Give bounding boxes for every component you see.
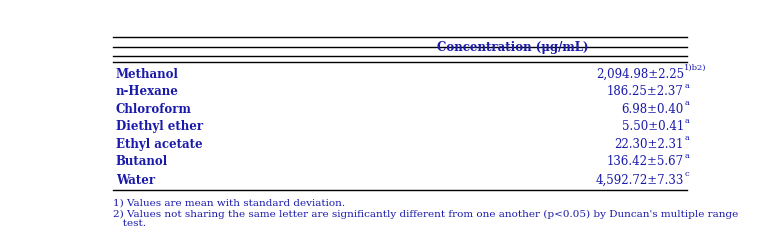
- Text: Diethyl ether: Diethyl ether: [115, 120, 203, 133]
- Text: 136.42±5.67: 136.42±5.67: [607, 155, 684, 168]
- Text: Butanol: Butanol: [115, 155, 168, 168]
- Text: 4,592.72±7.33: 4,592.72±7.33: [595, 173, 684, 186]
- Text: Concentration (μg/mL): Concentration (μg/mL): [438, 41, 589, 54]
- Text: c: c: [685, 170, 689, 177]
- Text: 2) Values not sharing the same letter are significantly different from one anoth: 2) Values not sharing the same letter ar…: [112, 209, 738, 218]
- Text: 2,094.98±2.25: 2,094.98±2.25: [596, 68, 684, 80]
- Text: 1)b2): 1)b2): [685, 64, 707, 72]
- Text: 22.30±2.31: 22.30±2.31: [615, 137, 684, 150]
- Text: a: a: [685, 116, 690, 124]
- Text: a: a: [685, 151, 690, 159]
- Text: 5.50±0.41: 5.50±0.41: [622, 120, 684, 133]
- Text: n-Hexane: n-Hexane: [115, 85, 179, 98]
- Text: Chloroform: Chloroform: [115, 102, 192, 115]
- Text: Water: Water: [115, 173, 154, 186]
- Text: 186.25±2.37: 186.25±2.37: [607, 85, 684, 98]
- Text: Methanol: Methanol: [115, 68, 179, 80]
- Text: 6.98±0.40: 6.98±0.40: [622, 102, 684, 115]
- Text: a: a: [685, 99, 690, 107]
- Text: a: a: [685, 81, 690, 89]
- Text: Ethyl acetate: Ethyl acetate: [115, 137, 202, 150]
- Text: 1) Values are mean with standard deviation.: 1) Values are mean with standard deviati…: [112, 198, 345, 206]
- Text: a: a: [685, 134, 690, 142]
- Text: test.: test.: [112, 218, 146, 227]
